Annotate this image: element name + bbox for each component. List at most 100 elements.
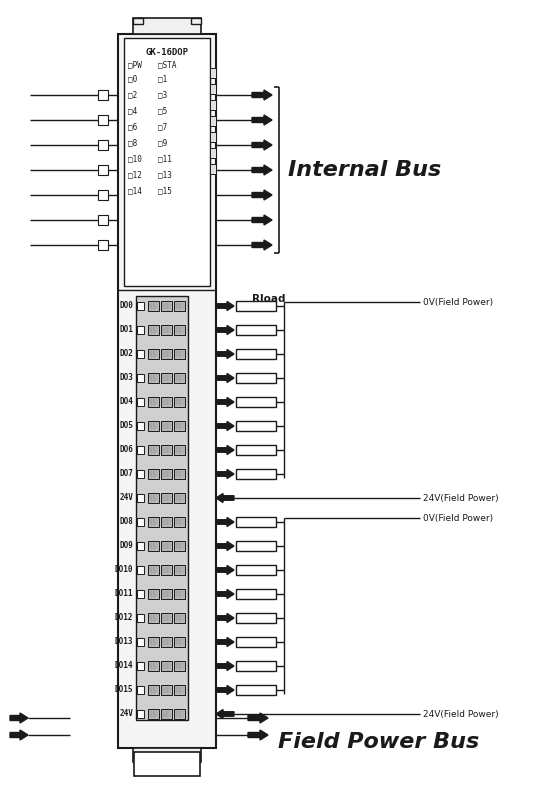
Text: DO11: DO11 <box>115 589 133 598</box>
Polygon shape <box>216 445 234 455</box>
Bar <box>137 326 144 334</box>
Text: DO14: DO14 <box>115 662 133 670</box>
Bar <box>98 140 108 150</box>
Bar <box>236 325 276 335</box>
Text: DO3: DO3 <box>119 374 133 383</box>
Bar <box>210 116 216 126</box>
Bar <box>137 686 144 694</box>
Text: □14: □14 <box>128 186 142 195</box>
Text: Internal Bus: Internal Bus <box>288 160 441 180</box>
Bar <box>174 349 185 359</box>
Polygon shape <box>216 541 234 550</box>
Bar <box>148 445 159 455</box>
Bar <box>174 325 185 335</box>
Polygon shape <box>216 565 234 574</box>
Bar <box>161 565 172 575</box>
Bar <box>98 115 108 125</box>
Text: □10: □10 <box>128 154 142 163</box>
Bar <box>236 589 276 599</box>
Bar <box>133 18 143 24</box>
Bar <box>161 637 172 647</box>
Text: 24V(Field Power): 24V(Field Power) <box>423 493 498 503</box>
Bar <box>161 469 172 479</box>
Bar <box>174 517 185 527</box>
Bar <box>124 38 210 286</box>
Bar <box>174 709 185 719</box>
Polygon shape <box>216 614 234 622</box>
Text: □STA: □STA <box>158 60 176 69</box>
Polygon shape <box>252 190 272 200</box>
Bar <box>137 374 144 382</box>
Bar <box>148 517 159 527</box>
Bar <box>174 373 185 383</box>
Bar <box>137 422 144 430</box>
Polygon shape <box>252 115 272 125</box>
Polygon shape <box>248 713 268 723</box>
Bar <box>210 68 216 78</box>
Text: □1: □1 <box>158 74 167 83</box>
Text: □6: □6 <box>128 122 137 131</box>
Bar <box>161 493 172 503</box>
Text: □0: □0 <box>128 74 137 83</box>
Bar <box>137 710 144 718</box>
Bar <box>148 397 159 407</box>
Text: □12: □12 <box>128 170 142 179</box>
Bar <box>236 301 276 311</box>
Bar <box>136 296 188 720</box>
Polygon shape <box>216 374 234 383</box>
Text: □PW: □PW <box>128 60 142 69</box>
Text: □2: □2 <box>128 90 137 99</box>
Bar <box>174 565 185 575</box>
Bar <box>148 661 159 671</box>
Bar <box>161 613 172 623</box>
Bar <box>174 469 185 479</box>
Bar <box>161 589 172 599</box>
Bar <box>137 638 144 646</box>
Bar <box>174 397 185 407</box>
Polygon shape <box>216 350 234 358</box>
Bar <box>174 613 185 623</box>
Bar <box>174 445 185 455</box>
Polygon shape <box>252 140 272 150</box>
Polygon shape <box>216 638 234 646</box>
Text: DO4: DO4 <box>119 398 133 407</box>
Bar <box>137 470 144 478</box>
Polygon shape <box>216 589 234 598</box>
Polygon shape <box>216 469 234 479</box>
Bar <box>236 469 276 479</box>
Bar <box>137 566 144 574</box>
Text: □9: □9 <box>158 138 167 147</box>
Polygon shape <box>216 326 234 334</box>
Bar <box>138 758 160 770</box>
Bar <box>137 518 144 526</box>
Bar <box>236 397 276 407</box>
Bar <box>236 349 276 359</box>
Polygon shape <box>216 517 234 526</box>
Bar <box>210 148 216 158</box>
Polygon shape <box>252 240 272 250</box>
Polygon shape <box>216 422 234 431</box>
Polygon shape <box>216 686 234 695</box>
Bar <box>148 301 159 311</box>
Bar <box>161 421 172 431</box>
Bar <box>148 541 159 551</box>
Text: GK-16DOP: GK-16DOP <box>145 48 188 57</box>
Polygon shape <box>216 493 234 503</box>
Bar <box>161 373 172 383</box>
Bar <box>148 637 159 647</box>
Bar <box>161 661 172 671</box>
Bar <box>174 661 185 671</box>
Bar <box>161 325 172 335</box>
Bar <box>148 613 159 623</box>
Bar <box>236 373 276 383</box>
Bar <box>210 84 216 94</box>
Text: 0V(Field Power): 0V(Field Power) <box>423 513 493 522</box>
Bar <box>148 421 159 431</box>
Bar <box>137 662 144 670</box>
Bar <box>148 709 159 719</box>
Bar <box>137 590 144 598</box>
Bar <box>236 637 276 647</box>
Polygon shape <box>252 90 272 100</box>
Bar <box>236 661 276 671</box>
Text: 24V: 24V <box>119 493 133 503</box>
